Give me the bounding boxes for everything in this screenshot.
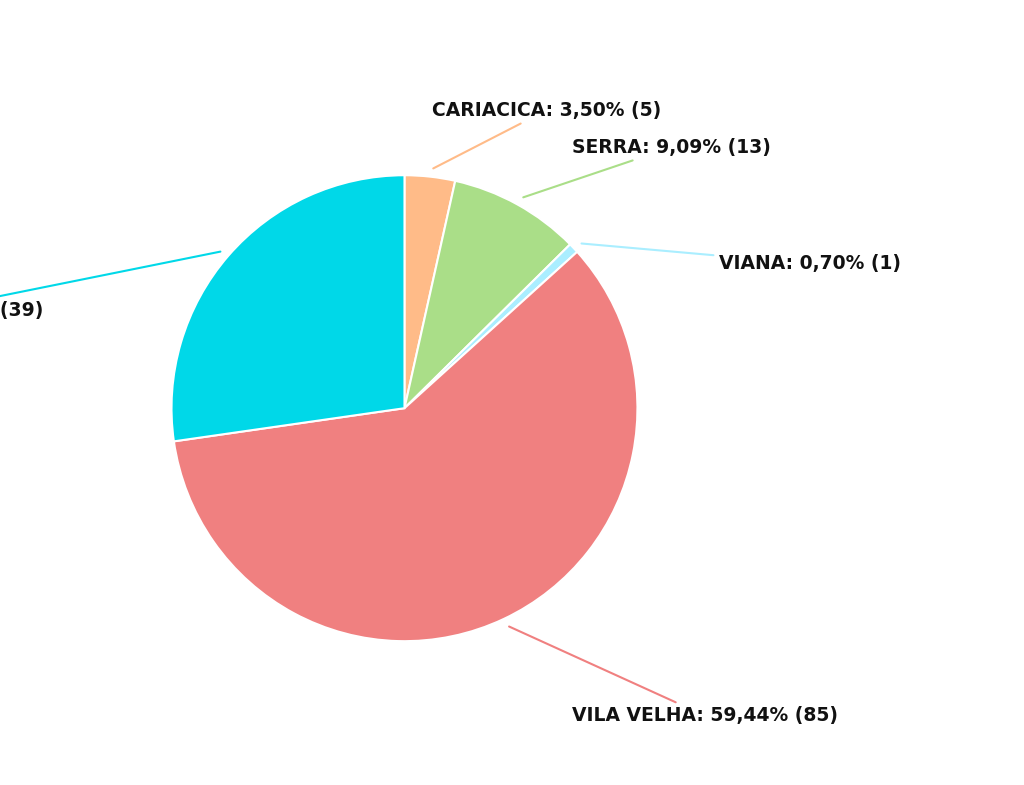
Wedge shape xyxy=(171,175,404,441)
Text: VITORIA: 27,27% (39): VITORIA: 27,27% (39) xyxy=(0,252,220,319)
Text: CARIACICA: 3,50% (5): CARIACICA: 3,50% (5) xyxy=(432,100,662,169)
Text: VIANA: 0,70% (1): VIANA: 0,70% (1) xyxy=(582,243,901,273)
Wedge shape xyxy=(404,175,456,408)
Text: VILA VELHA: 59,44% (85): VILA VELHA: 59,44% (85) xyxy=(509,626,839,725)
Wedge shape xyxy=(174,252,638,641)
Wedge shape xyxy=(404,181,570,408)
Text: SERRA: 9,09% (13): SERRA: 9,09% (13) xyxy=(523,138,771,197)
Wedge shape xyxy=(404,244,578,408)
